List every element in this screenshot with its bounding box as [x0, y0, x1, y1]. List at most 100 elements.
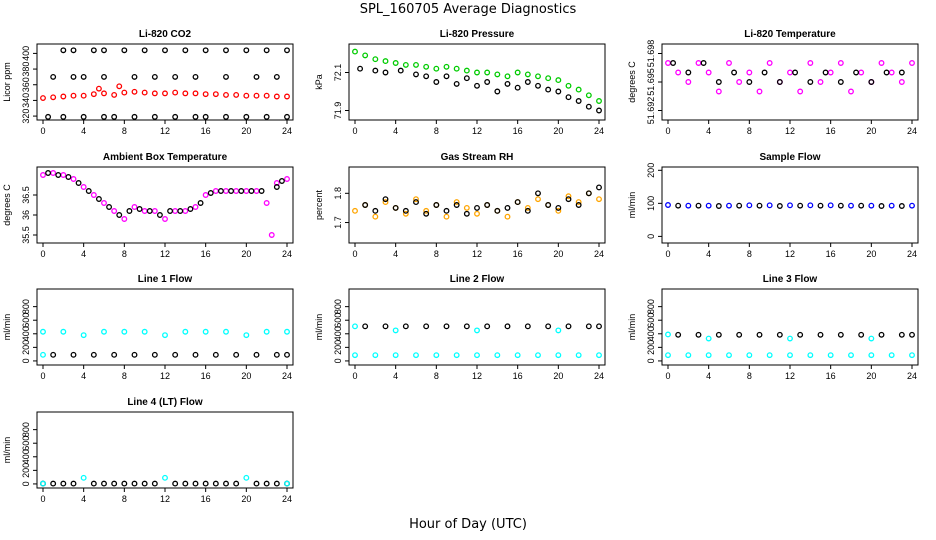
- data-point-s0: [362, 52, 369, 59]
- data-point-s1: [837, 79, 844, 85]
- data-point-s1: [121, 47, 128, 54]
- data-point-s0: [807, 352, 814, 359]
- data-point-s1: [585, 190, 592, 197]
- data-point-s2: [131, 73, 138, 80]
- data-point-s0: [746, 69, 753, 76]
- data-point-s0: [151, 208, 158, 214]
- data-point-s1: [65, 174, 72, 180]
- data-point-s1: [75, 180, 82, 186]
- data-point-s2: [909, 331, 915, 338]
- data-point-s1: [90, 47, 97, 54]
- x-tick-label: 0: [665, 371, 670, 381]
- data-point-s1: [474, 82, 480, 89]
- data-point-s2: [443, 323, 450, 330]
- data-point-s0: [827, 202, 834, 209]
- data-point-s3: [45, 113, 52, 120]
- panel-7: Line 2 Flow ml/min 0 4 8 12 16 20 24 0 20040060080…: [314, 274, 606, 381]
- y-tick-label: 1.7: [333, 216, 343, 229]
- data-point-s0: [101, 90, 107, 97]
- data-point-s0: [898, 79, 905, 85]
- data-point-s0: [352, 207, 358, 214]
- data-point-s1: [273, 184, 280, 190]
- data-point-s0: [141, 480, 148, 487]
- data-point-s1: [504, 204, 511, 211]
- data-point-s0: [787, 69, 793, 76]
- data-point-s0: [535, 352, 541, 359]
- data-point-s1: [352, 323, 358, 330]
- data-point-s2: [273, 73, 280, 80]
- data-point-s2: [817, 331, 824, 338]
- x-tick-label: 4: [393, 126, 398, 136]
- data-point-s0: [665, 60, 671, 66]
- data-point-s0: [223, 188, 229, 194]
- x-tick-label: 20: [241, 126, 251, 136]
- data-point-s2: [172, 73, 179, 80]
- data-point-s0: [243, 92, 250, 99]
- panel-6: Line 1 Flow ml/min 0 4 8 12 16 20 24 0 20040060080…: [2, 274, 294, 381]
- data-point-s0: [382, 58, 389, 65]
- data-point-s0: [766, 202, 773, 209]
- data-point-s2: [111, 351, 118, 358]
- data-point-s0: [715, 88, 722, 95]
- data-point-s0: [565, 193, 572, 200]
- data-point-s1: [146, 208, 153, 214]
- data-point-s0: [858, 69, 865, 76]
- data-point-s0: [212, 188, 219, 194]
- data-point-s3: [151, 113, 158, 120]
- data-point-s1: [797, 202, 804, 209]
- data-point-s2: [253, 351, 260, 358]
- y-tick-label: 51.695: [646, 68, 656, 96]
- x-tick-label: 4: [81, 126, 86, 136]
- data-point-s0: [121, 216, 128, 222]
- y-tick-label: 600: [646, 313, 656, 328]
- x-tick-label: 8: [747, 126, 752, 136]
- data-point-s0: [766, 352, 773, 359]
- data-point-s0: [141, 328, 148, 335]
- x-tick-label: 0: [352, 371, 357, 381]
- data-point-s1: [392, 327, 399, 334]
- data-point-s2: [797, 331, 804, 338]
- y-tick-label: 320: [21, 109, 31, 124]
- data-point-s3: [243, 113, 250, 120]
- data-point-s0: [162, 332, 168, 339]
- y-tick-label: 51.698: [646, 40, 656, 68]
- data-point-s2: [463, 323, 470, 330]
- data-point-s0: [575, 86, 582, 93]
- data-point-s0: [372, 213, 379, 220]
- data-point-s1: [101, 47, 107, 54]
- data-point-s0: [121, 328, 128, 335]
- data-point-s2: [565, 323, 572, 330]
- data-point-s1: [868, 79, 875, 85]
- x-tick-label: 8: [747, 249, 752, 259]
- data-point-s0: [101, 200, 107, 206]
- data-point-s0: [596, 98, 602, 104]
- x-tick-label: 20: [553, 249, 563, 259]
- data-point-s0: [787, 202, 793, 209]
- data-point-s1: [397, 67, 404, 74]
- data-point-s0: [453, 65, 460, 72]
- data-point-s1: [776, 79, 783, 85]
- x-tick-label: 8: [122, 371, 127, 381]
- x-tick-label: 20: [553, 126, 563, 136]
- data-point-s0: [685, 202, 692, 209]
- x-tick-label: 24: [282, 494, 292, 504]
- data-point-s0: [70, 480, 77, 487]
- y-tick-label: 400: [21, 326, 31, 341]
- data-point-s3: [223, 113, 229, 120]
- data-point-s0: [575, 352, 582, 359]
- data-point-s1: [80, 474, 87, 481]
- panel-title: Sample Flow: [759, 152, 820, 163]
- data-point-s0: [453, 352, 460, 359]
- data-point-s1: [858, 202, 865, 209]
- y-tick-label: 200: [646, 340, 656, 355]
- x-tick-label: 12: [472, 249, 482, 259]
- data-point-s1: [555, 88, 562, 95]
- data-point-s1: [463, 210, 470, 217]
- y-tick-label: 0: [333, 358, 343, 363]
- data-point-s1: [484, 202, 491, 208]
- x-tick-label: 4: [81, 249, 86, 259]
- y-tick-label: 380: [21, 62, 31, 77]
- data-point-s1: [40, 351, 46, 358]
- plot-frame: [661, 288, 919, 366]
- y-tick-label: 0: [646, 358, 656, 363]
